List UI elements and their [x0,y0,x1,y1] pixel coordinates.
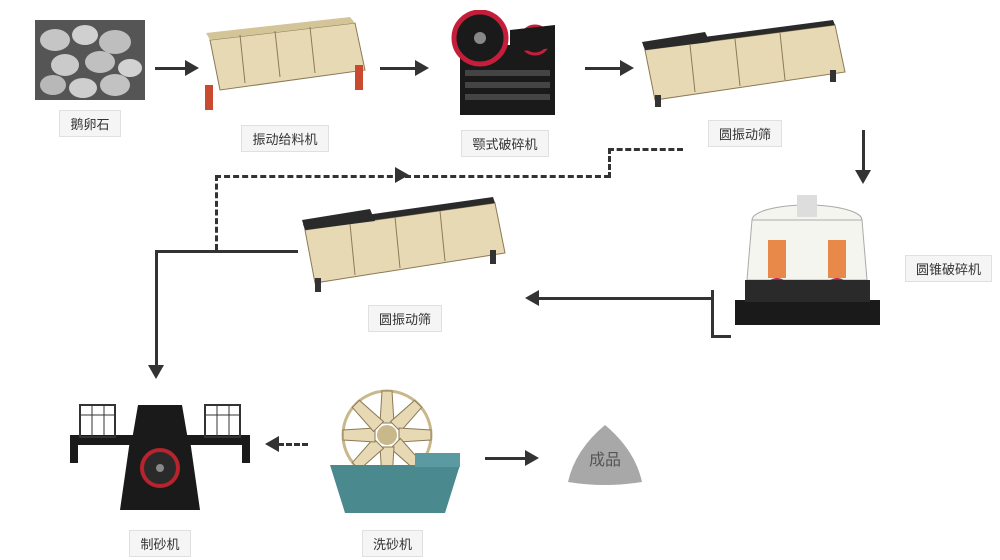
jaw-crusher-image [435,10,575,125]
arrow-4 [855,130,871,184]
sand-washer-label: 洗砂机 [362,530,423,557]
node-screen2: 圆振动筛 [300,195,510,332]
node-screen1: 圆振动筛 [640,20,850,147]
node-cone-crusher [720,185,895,335]
dash-back [278,443,308,446]
raw-material-label: 鹅卵石 [59,110,120,137]
arrow-2 [380,60,429,76]
arrow-5-corner2 [711,335,731,338]
feeder-label: 振动给料机 [241,125,328,152]
arrow-1 [155,60,199,76]
screen1-image [640,20,850,115]
sand-maker-image [60,380,260,525]
arrow-5 [525,290,714,306]
sand-washer-image [315,385,470,525]
product-image: 成品 [560,420,650,495]
feeder-image [200,15,370,120]
screen2-label: 圆振动筛 [368,305,442,332]
dash-down-to-line [608,148,611,178]
cone-crusher-image [720,185,895,335]
screen2-image [300,195,510,300]
arrow-3 [585,60,634,76]
node-sand-washer: 洗砂机 [315,385,470,557]
product-text: 成品 [589,451,621,469]
node-sand-maker: 制砂机 [60,380,260,557]
line-screen2-left [155,250,298,253]
pebbles-image [35,20,145,100]
dash-up [215,175,218,250]
node-jaw-crusher: 颚式破碎机 [435,10,575,157]
arrow-7 [485,450,539,466]
node-feeder: 振动给料机 [200,15,370,152]
dash-arrow-head [395,167,409,183]
line-down-to-sandmaker [155,250,158,370]
dash-to-line [608,148,683,151]
dash-back-head [265,436,279,452]
cone-crusher-label: 圆锥破碎机 [905,255,992,282]
arrow-6 [148,365,164,379]
dash-right-top [215,175,610,178]
node-product: 成品 [560,420,650,495]
sand-maker-label: 制砂机 [129,530,190,557]
jaw-crusher-label: 颚式破碎机 [461,130,548,157]
node-raw-material: 鹅卵石 [35,20,145,137]
arrow-5-corner [711,290,714,338]
screen1-label: 圆振动筛 [708,120,782,147]
